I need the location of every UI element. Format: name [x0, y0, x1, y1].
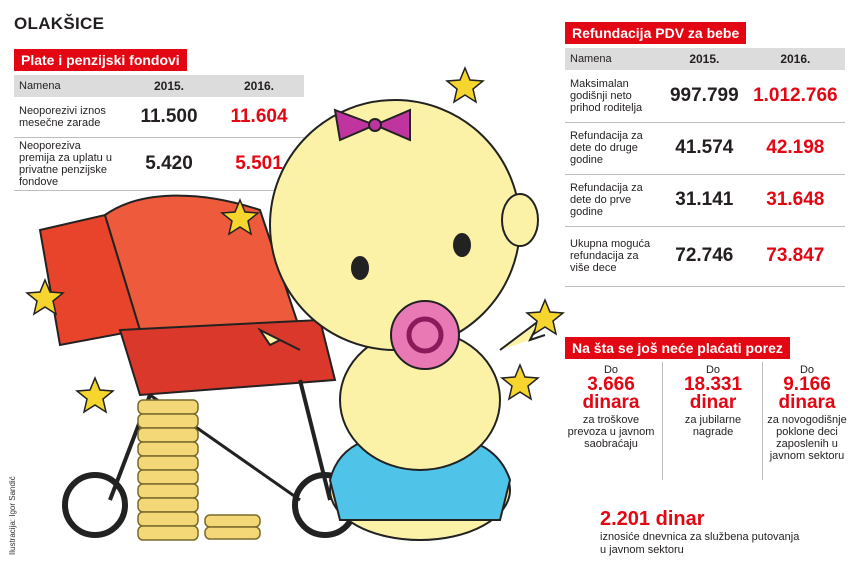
- page-title: OLAKŠICE: [14, 14, 105, 33]
- item-prefix: Do: [603, 364, 619, 376]
- table-row: Refundacija za dete do druge godine 41.5…: [565, 122, 845, 175]
- row-label: Neoporezivi iznos mesečne zarade: [14, 97, 124, 138]
- item-amount: 9.166: [783, 374, 831, 395]
- table-row: Ukupna moguća refundacija za više dece 7…: [565, 226, 845, 287]
- item-prefix: Do: [705, 364, 721, 376]
- column-header: 2016.: [745, 48, 845, 70]
- baby-figure: [257, 99, 546, 541]
- column-header: 2015.: [663, 48, 746, 70]
- untaxed-item: Do 9.166 dinara za novogodišnje poklone …: [763, 362, 850, 462]
- row-label: Refundacija za dete do prve godine: [565, 174, 663, 227]
- item-description: za jubilarne nagrade: [684, 414, 742, 438]
- item-prefix: Do: [799, 364, 815, 376]
- untaxed-item: Do 18.331 dinar za jubilarne nagrade: [668, 362, 758, 438]
- table-row: Neoporezivi iznos mesečne zarade 11.500 …: [14, 97, 304, 138]
- item-unit: dinara: [582, 392, 640, 413]
- item-amount: 3.666: [587, 374, 635, 395]
- value-2016: 11.604: [214, 97, 304, 138]
- column-header: 2015.: [124, 75, 214, 97]
- row-label: Neoporeziva premija za uplatu u privatne…: [14, 137, 124, 191]
- item-unit: dinar: [689, 392, 737, 413]
- row-label: Maksimalan godišnji neto prihod roditelj…: [565, 70, 663, 123]
- coin-stack-illustration: [137, 399, 261, 541]
- value-2015: 997.799: [663, 70, 746, 123]
- item-description: za novogodišnje poklone deci zaposlenih …: [767, 414, 847, 462]
- row-label: Ukupna moguća refundacija za više dece: [565, 226, 663, 287]
- value-2016: 1.012.766: [745, 70, 845, 123]
- table-row: Maksimalan godišnji neto prihod roditelj…: [565, 70, 845, 123]
- untaxed-section-header: Na šta se još neće plaćati porez: [565, 337, 790, 359]
- table-row: Refundacija za dete do prve godine 31.14…: [565, 174, 845, 227]
- row-label: Refundacija za dete do druge godine: [565, 122, 663, 175]
- value-2015: 72.746: [663, 226, 746, 287]
- salary-table: Namena 2015. 2016. Neoporezivi iznos mes…: [14, 75, 304, 191]
- stroller-illustration: [38, 194, 358, 538]
- value-2015: 5.420: [124, 137, 214, 191]
- star-decorations: [25, 66, 565, 414]
- item-description: za troškove prevoza u javnom saobraćaju: [567, 414, 655, 450]
- value-2015: 31.141: [663, 174, 746, 227]
- value-2015: 11.500: [124, 97, 214, 138]
- divider: [762, 362, 763, 480]
- vat-section-header: Refundacija PDV za bebe: [565, 22, 747, 44]
- value-2016: 73.847: [745, 226, 845, 287]
- vat-table-header: Namena 2015. 2016.: [565, 48, 845, 70]
- per-diem-block: 2.201 dinar iznosiće dnevnica za služben…: [600, 508, 800, 557]
- column-header: Namena: [14, 75, 124, 97]
- value-2016: 31.648: [745, 174, 845, 227]
- vat-table: Namena 2015. 2016. Maksimalan godišnji n…: [565, 48, 845, 287]
- per-diem-description: iznosiće dnevnica za službena putovanja …: [600, 531, 800, 556]
- untaxed-item: Do 3.666 dinara za troškove prevoza u ja…: [566, 362, 656, 450]
- item-unit: dinara: [778, 392, 836, 413]
- divider: [662, 362, 663, 480]
- value-2015: 41.574: [663, 122, 746, 175]
- per-diem-amount: 2.201 dinar: [600, 508, 705, 530]
- column-header: 2016.: [214, 75, 304, 97]
- salary-table-header: Namena 2015. 2016.: [14, 75, 304, 97]
- illustration-credit: Ilustracija: Igor Sandić: [8, 476, 17, 555]
- salary-section-header: Plate i penzijski fondovi: [14, 49, 187, 71]
- item-amount: 18.331: [683, 374, 743, 395]
- value-2016: 42.198: [745, 122, 845, 175]
- column-header: Namena: [565, 48, 663, 70]
